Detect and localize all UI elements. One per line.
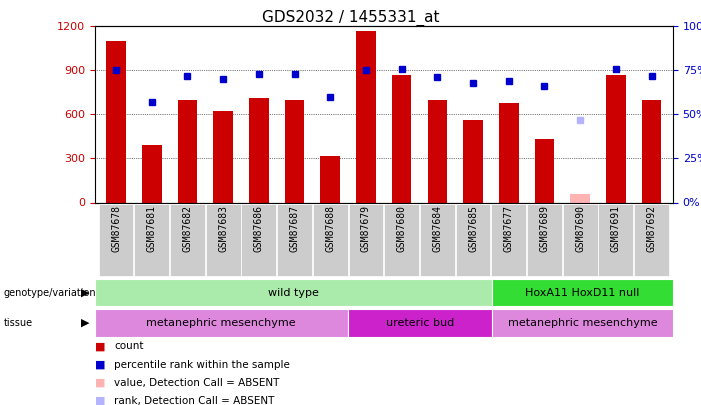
Text: GSM87678: GSM87678 bbox=[111, 205, 121, 252]
Text: rank, Detection Call = ABSENT: rank, Detection Call = ABSENT bbox=[114, 396, 275, 405]
Bar bbox=[135, 204, 169, 276]
Text: metanephric mesenchyme: metanephric mesenchyme bbox=[147, 318, 296, 328]
Bar bbox=[320, 156, 340, 202]
Text: GSM87677: GSM87677 bbox=[504, 205, 514, 252]
Text: genotype/variation: genotype/variation bbox=[4, 288, 96, 298]
Text: GSM87692: GSM87692 bbox=[646, 205, 657, 252]
Bar bbox=[95, 279, 492, 306]
Bar bbox=[535, 139, 554, 202]
Bar bbox=[356, 31, 376, 202]
Bar bbox=[563, 204, 597, 276]
Bar bbox=[392, 75, 411, 202]
Bar bbox=[249, 98, 268, 202]
Text: count: count bbox=[114, 341, 144, 351]
Bar bbox=[641, 100, 661, 202]
Bar bbox=[142, 145, 161, 202]
Bar bbox=[348, 204, 383, 276]
Bar bbox=[213, 111, 233, 202]
Text: ▶: ▶ bbox=[81, 318, 90, 328]
Text: GSM87683: GSM87683 bbox=[218, 205, 228, 252]
Bar bbox=[241, 204, 276, 276]
Text: wild type: wild type bbox=[268, 288, 319, 298]
Bar bbox=[384, 204, 419, 276]
Bar bbox=[606, 75, 626, 202]
Bar bbox=[95, 309, 348, 337]
Text: GSM87687: GSM87687 bbox=[290, 205, 299, 252]
Bar bbox=[277, 204, 312, 276]
Text: ■: ■ bbox=[95, 378, 105, 388]
Text: GSM87680: GSM87680 bbox=[397, 205, 407, 252]
Text: GSM87688: GSM87688 bbox=[325, 205, 335, 252]
Text: tissue: tissue bbox=[4, 318, 33, 328]
Bar bbox=[206, 204, 240, 276]
Bar bbox=[99, 204, 133, 276]
Text: ■: ■ bbox=[95, 341, 105, 351]
Text: GSM87691: GSM87691 bbox=[611, 205, 621, 252]
Bar bbox=[170, 204, 205, 276]
Bar bbox=[456, 204, 491, 276]
Bar bbox=[492, 279, 673, 306]
Text: ■: ■ bbox=[95, 396, 105, 405]
Text: percentile rank within the sample: percentile rank within the sample bbox=[114, 360, 290, 369]
Text: GDS2032 / 1455331_at: GDS2032 / 1455331_at bbox=[261, 10, 440, 26]
Bar bbox=[420, 204, 455, 276]
Bar bbox=[634, 204, 669, 276]
Text: GSM87684: GSM87684 bbox=[433, 205, 442, 252]
Bar bbox=[492, 309, 673, 337]
Bar bbox=[107, 41, 126, 202]
Text: ureteric bud: ureteric bud bbox=[386, 318, 454, 328]
Text: ■: ■ bbox=[95, 360, 105, 369]
Bar bbox=[348, 309, 492, 337]
Text: metanephric mesenchyme: metanephric mesenchyme bbox=[508, 318, 658, 328]
Text: value, Detection Call = ABSENT: value, Detection Call = ABSENT bbox=[114, 378, 280, 388]
Bar bbox=[571, 194, 590, 202]
Bar bbox=[599, 204, 633, 276]
Text: HoxA11 HoxD11 null: HoxA11 HoxD11 null bbox=[526, 288, 640, 298]
Text: GSM87686: GSM87686 bbox=[254, 205, 264, 252]
Bar bbox=[177, 100, 197, 202]
Bar bbox=[527, 204, 562, 276]
Text: ▶: ▶ bbox=[81, 288, 90, 298]
Bar bbox=[463, 120, 483, 202]
Bar bbox=[428, 100, 447, 202]
Text: GSM87689: GSM87689 bbox=[540, 205, 550, 252]
Text: GSM87690: GSM87690 bbox=[575, 205, 585, 252]
Text: GSM87685: GSM87685 bbox=[468, 205, 478, 252]
Text: GSM87681: GSM87681 bbox=[147, 205, 157, 252]
Bar bbox=[313, 204, 348, 276]
Bar bbox=[285, 100, 304, 202]
Text: GSM87682: GSM87682 bbox=[182, 205, 193, 252]
Bar bbox=[499, 103, 519, 202]
Bar bbox=[491, 204, 526, 276]
Text: GSM87679: GSM87679 bbox=[361, 205, 371, 252]
